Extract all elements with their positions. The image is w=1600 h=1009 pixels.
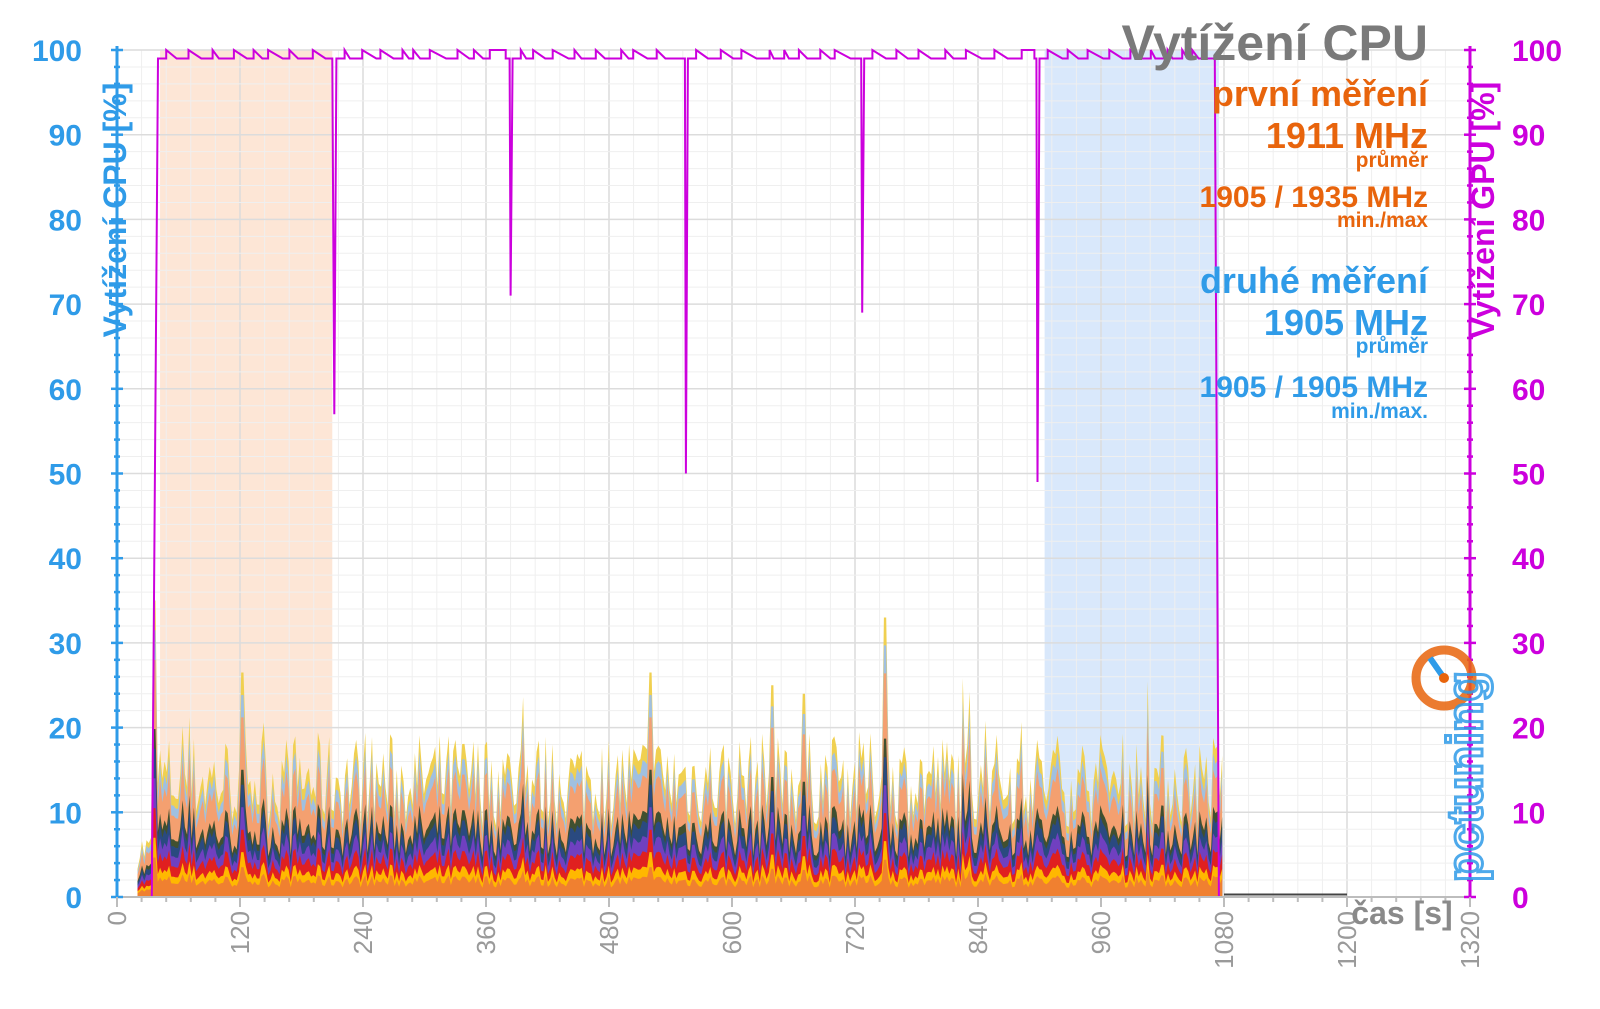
- y-axis-label-right: Vytížení GPU [%]: [1465, 82, 1501, 339]
- cpu-load-areas: [137, 600, 1347, 897]
- y-tick-label-left: 60: [49, 374, 82, 407]
- y-tick-label-left: 40: [49, 543, 82, 576]
- y-tick-label-left: 80: [49, 204, 82, 237]
- y-tick-label-right: 10: [1512, 797, 1545, 830]
- y-tick-label-left: 90: [49, 120, 82, 153]
- y-tick-label-right: 40: [1512, 543, 1545, 576]
- x-tick-label: 1080: [1209, 911, 1239, 969]
- x-tick-label: 360: [471, 911, 501, 954]
- y-tick-label-left: 100: [32, 35, 82, 68]
- y-tick-label-right: 90: [1512, 120, 1545, 153]
- chart-axes: [111, 46, 1476, 907]
- x-tick-label: 240: [348, 911, 378, 954]
- gpu-load-line: [117, 46, 1347, 898]
- y-tick-label-left: 30: [49, 628, 82, 661]
- x-tick-label: 720: [840, 911, 870, 954]
- first-run-avg: 1911 MHz: [1265, 115, 1428, 156]
- first-run-avg-note: průměr: [1355, 149, 1428, 172]
- y-tick-label-right: 80: [1512, 204, 1545, 237]
- y-tick-label-left: 10: [49, 797, 82, 830]
- x-axis-label: čas [s]: [1351, 895, 1452, 931]
- x-tick-label: 600: [717, 911, 747, 954]
- y-tick-label-left: 0: [65, 882, 82, 915]
- chart-title: Vytížení CPU: [1121, 15, 1428, 71]
- y-tick-label-right: 60: [1512, 374, 1545, 407]
- x-tick-label: 960: [1086, 911, 1116, 954]
- y-tick-label-left: 20: [49, 713, 82, 746]
- y-tick-label-right: 20: [1512, 713, 1545, 746]
- y-axis-label-left: Vytížení CPU [%]: [97, 83, 133, 338]
- stopwatch-icon: [1411, 645, 1477, 711]
- second-run-avg-note: průměr: [1355, 335, 1428, 358]
- second-run-label: druhé měření: [1199, 260, 1428, 301]
- y-tick-label-right: 100: [1512, 35, 1562, 68]
- cpu-load-layer: [137, 857, 1223, 897]
- second-run-minmax: 1905 / 1905 MHz: [1199, 371, 1428, 404]
- second-run-minmax-note: min./max.: [1331, 400, 1428, 423]
- first-run-minmax-note: min./max: [1336, 209, 1428, 232]
- tick-labels: 0 0 10 10 20 20 30 30 40 40 50 50 60 60 70 70 80 80 90 90 10…: [32, 35, 1562, 969]
- y-tick-label-left: 70: [49, 289, 82, 322]
- first-run-label: první měření: [1211, 73, 1428, 114]
- x-tick-label: 120: [225, 911, 255, 954]
- gpu-load-series: [117, 46, 1347, 898]
- x-tick-label: 0: [102, 911, 132, 925]
- y-tick-label-right: 0: [1512, 882, 1529, 915]
- second-run-avg: 1905 MHz: [1263, 302, 1428, 343]
- x-tick-label: 1320: [1455, 911, 1485, 969]
- x-tick-label: 840: [963, 911, 993, 954]
- y-tick-label-right: 30: [1512, 628, 1545, 661]
- x-tick-label: 480: [594, 911, 624, 954]
- y-tick-label-right: 70: [1512, 289, 1545, 322]
- first-run-minmax: 1905 / 1935 MHz: [1199, 181, 1428, 214]
- y-tick-label-left: 50: [49, 459, 82, 492]
- y-tick-label-right: 50: [1512, 459, 1545, 492]
- pctuning-logo: pctuning: [1411, 645, 1495, 884]
- logo-text: pctuning: [1437, 671, 1493, 882]
- x-tick-label: 1200: [1332, 911, 1362, 969]
